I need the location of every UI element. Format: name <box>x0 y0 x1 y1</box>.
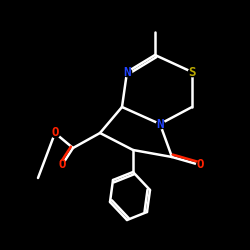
Text: N: N <box>123 66 131 78</box>
Text: O: O <box>196 158 204 172</box>
Text: S: S <box>188 66 196 78</box>
Text: N: N <box>156 118 164 130</box>
Text: O: O <box>58 158 66 172</box>
Text: O: O <box>51 126 59 140</box>
